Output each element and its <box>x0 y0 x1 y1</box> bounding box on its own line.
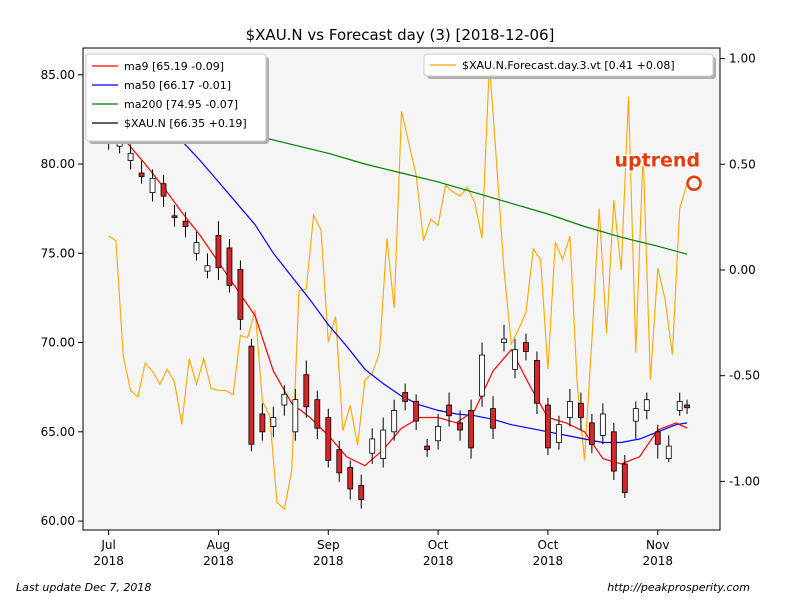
legend-box <box>423 53 714 77</box>
candle-body <box>501 338 507 343</box>
candle-body <box>204 265 211 272</box>
candle-body <box>468 409 474 449</box>
candle-body <box>643 399 650 411</box>
candle-body <box>369 438 376 454</box>
candle-body <box>556 424 562 443</box>
candle-body <box>193 242 200 254</box>
candle-body <box>182 220 189 227</box>
candle-body <box>402 392 409 402</box>
candle-body <box>567 401 573 418</box>
left-tick-label: 65.00 <box>41 425 75 439</box>
annotation-layer: uptrend <box>613 148 702 192</box>
left-tick-label: 85.00 <box>41 68 75 82</box>
candle-body <box>314 399 321 429</box>
legend-label-forecast: $XAU.N.Forecast.day.3.vt [0.41 +0.08] <box>462 59 675 72</box>
x-tick-label: Oct 2018 <box>423 538 454 568</box>
series-line-ma50 <box>108 83 688 444</box>
candle-body <box>684 404 690 409</box>
right-tick-label: 1.00 <box>729 52 756 66</box>
x-tick-label: Nov 2018 <box>642 538 673 568</box>
candle-body <box>610 431 617 472</box>
candle-body <box>149 177 156 193</box>
candle-body <box>138 172 145 177</box>
candle-body <box>479 354 485 397</box>
candle-body <box>621 463 628 493</box>
candle-body <box>545 404 551 449</box>
footer-last-update: Last update Dec 7, 2018 <box>16 581 151 594</box>
candle-body <box>358 484 365 501</box>
right-tick-label: 0.50 <box>729 157 756 171</box>
right-tick-label: -0.50 <box>729 369 760 383</box>
candle-body <box>534 360 540 404</box>
candle-body <box>413 401 420 422</box>
right-y-axis: -1.00 -0.50 0.00 0.50 1.00 <box>720 52 760 488</box>
candle-body <box>577 402 584 418</box>
right-tick-label: 0.00 <box>729 263 756 277</box>
candle-body <box>632 408 639 422</box>
candle-body <box>215 235 222 268</box>
left-tick-label: 80.00 <box>41 157 75 171</box>
series-line-xau-n-forecast-day-3-vt <box>108 62 688 510</box>
candle-body <box>676 401 683 411</box>
legend-left: ma9 [65.19 -0.09] ma50 [66.17 -0.01] ma200… <box>85 53 269 144</box>
chart-title: $XAU.N vs Forecast day (3) [2018-12-06] <box>246 26 555 44</box>
x-tick-label: Jul 2018 <box>93 538 124 568</box>
candle-body <box>457 422 463 431</box>
legend-label-ma9: ma9 [65.19 -0.09] <box>124 60 224 73</box>
candle-body <box>303 374 310 408</box>
x-tick-label: Sep 2018 <box>313 538 344 568</box>
candle-body <box>226 247 233 286</box>
candle-body <box>523 342 529 352</box>
candle-body <box>512 349 518 370</box>
legend-right: $XAU.N.Forecast.day.3.vt [0.41 +0.08] <box>423 53 716 79</box>
candle-body <box>127 152 134 161</box>
candle-body <box>391 409 398 433</box>
candle-body <box>248 345 255 445</box>
left-tick-label: 70.00 <box>41 336 75 350</box>
legend-label-ma200: ma200 [74.95 -0.07] <box>124 98 238 111</box>
candle-body <box>424 445 431 451</box>
plot-frame <box>82 47 721 531</box>
candle-body <box>270 417 277 427</box>
candle-body <box>281 393 288 406</box>
candle-body <box>380 429 387 459</box>
left-tick-label: 75.00 <box>41 246 75 260</box>
annotation-label: uptrend <box>614 149 700 171</box>
candle-body <box>490 408 496 429</box>
x-tick-label: Oct 2018 <box>533 538 564 568</box>
candle-body <box>347 467 354 490</box>
left-y-axis: 60.00 65.00 70.00 75.00 80.00 85.00 <box>41 68 83 528</box>
legend-label-xau-n: $XAU.N [66.35 +0.19] <box>124 117 247 130</box>
candle-body <box>336 449 343 474</box>
candle-body <box>599 413 606 436</box>
candle-body <box>588 422 595 445</box>
right-tick-label: -1.00 <box>729 474 760 488</box>
candle-body <box>325 417 332 461</box>
candle-body <box>171 215 178 218</box>
legend-box <box>85 53 267 142</box>
candle-body <box>160 183 167 197</box>
footer-source-url: http://peakprosperity.com <box>607 581 750 594</box>
candle-body <box>446 404 452 417</box>
annotation-marker-circle <box>686 175 702 192</box>
left-tick-label: 60.00 <box>41 514 75 528</box>
x-tick-label: Aug 2018 <box>203 538 234 568</box>
candle-body <box>292 399 299 433</box>
x-axis: Jul 2018 Aug 2018 Sep 2018 Oct 2018 Oct 2018 Nov 20… <box>93 530 673 568</box>
candle-body <box>665 445 672 459</box>
legend-label-ma50: ma50 [66.17 -0.01] <box>124 79 231 92</box>
candle-body <box>259 413 266 433</box>
candle-body <box>237 268 244 320</box>
candle-body <box>654 431 661 445</box>
series-layer <box>108 62 688 510</box>
series-line-ma9 <box>108 131 688 467</box>
candle-body <box>435 426 442 442</box>
